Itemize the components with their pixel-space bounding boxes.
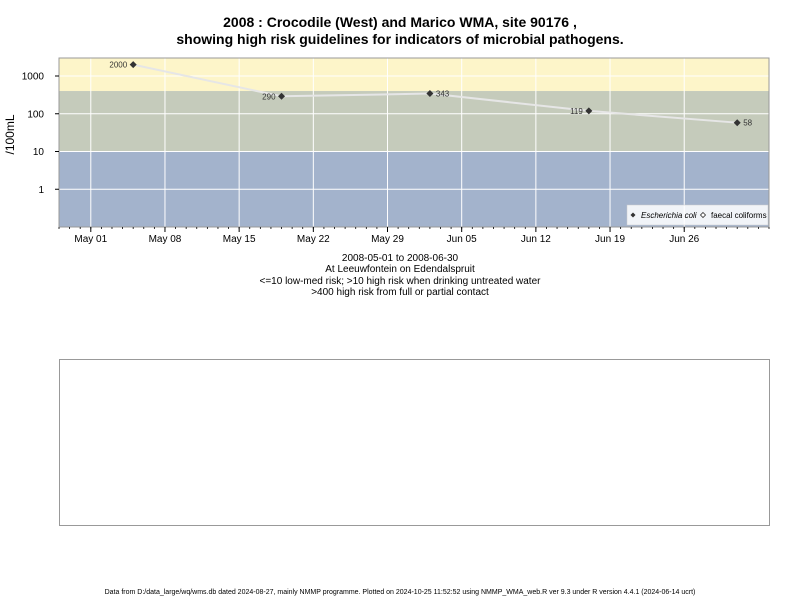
footer-note: Data from D:/data_large/wq/wms.db dated … [104, 589, 696, 596]
x-tick-label: Jun 05 [447, 234, 477, 245]
risk-band-1 [59, 58, 769, 92]
data-point [733, 119, 741, 127]
caption-location: At Leeuwfontein on Edendalspruit [325, 264, 475, 275]
plot-frame [58, 57, 770, 228]
legend-marker-ecoli [630, 212, 636, 218]
data-label: 119 [570, 107, 583, 116]
plot-area: May 01 May 08 May 15 May 22 May 29 Jun 05 Jun … [3, 57, 770, 245]
caption-risk-low: <=10 low-med risk; >10 high risk when dr… [259, 276, 541, 287]
data-point [585, 107, 593, 115]
caption-risk-high: >400 high risk from full or partial cont… [311, 287, 489, 298]
data-point [278, 92, 286, 100]
x-tick-label: May 08 [149, 234, 182, 245]
x-tick-label: Jun 12 [521, 234, 551, 245]
x-tick-label: Jun 26 [669, 234, 699, 245]
empty-panel [59, 359, 770, 526]
data-point [129, 61, 137, 69]
caption-date-range: 2008-05-01 to 2008-06-30 [341, 253, 459, 264]
y-tick-label: 100 [27, 109, 44, 120]
y-axis-label: /100mL [3, 114, 17, 154]
y-tick-label: 1 [38, 185, 44, 196]
data-label: 343 [436, 90, 450, 99]
legend-box [626, 204, 769, 226]
x-tick-label: May 22 [297, 234, 330, 245]
legend-label-ecoli: Escherichia coli [641, 211, 697, 220]
data-label: 2000 [109, 61, 127, 70]
x-tick-label: May 29 [371, 234, 404, 245]
legend-label-faecal: faecal coliforms [711, 211, 767, 220]
data-point [426, 90, 434, 98]
data-label: 58 [743, 119, 752, 128]
y-tick-label: 10 [33, 147, 45, 158]
data-label: 290 [262, 92, 276, 101]
x-tick-label: May 15 [223, 234, 256, 245]
x-tick-label: Jun 19 [595, 234, 625, 245]
chart-title-line-1: 2008 : Crocodile (West) and Marico WMA, … [223, 14, 577, 30]
x-tick-label: May 01 [74, 234, 107, 245]
y-tick-label: 1000 [22, 72, 45, 83]
chart-title-line-2: showing high risk guidelines for indicat… [176, 31, 624, 47]
legend-marker-faecal [699, 211, 707, 219]
risk-band-2 [59, 91, 769, 152]
